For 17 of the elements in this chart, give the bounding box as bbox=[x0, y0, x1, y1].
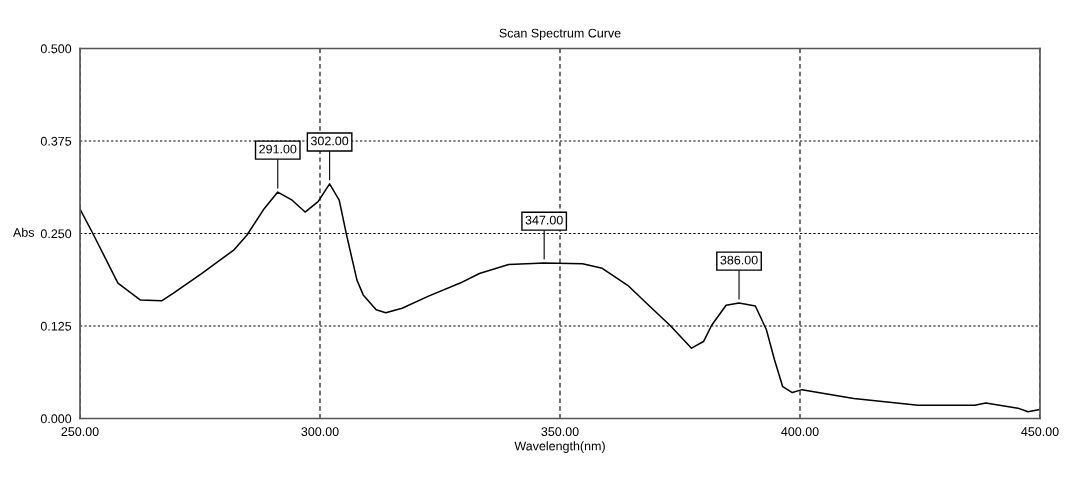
annotation: 291.00 bbox=[259, 144, 297, 154]
chart-title: Scan Spectrum Curve bbox=[499, 28, 621, 40]
y-tick-label: 0.000 bbox=[40, 414, 72, 424]
annotation: 302.00 bbox=[310, 136, 349, 146]
x-tick-label: 400.00 bbox=[781, 427, 819, 437]
y-tick-label: 0.375 bbox=[40, 136, 72, 146]
x-tick-label: 350.00 bbox=[541, 427, 579, 437]
y-axis-title: Abs bbox=[12, 227, 35, 237]
x-tick-label: 300.00 bbox=[301, 427, 339, 437]
y-tick-label: 0.500 bbox=[40, 44, 72, 54]
annotation: 347.00 bbox=[525, 215, 563, 225]
annotation: 386.00 bbox=[720, 255, 758, 265]
y-tick-label: 0.250 bbox=[40, 229, 72, 239]
x-tick-label: 450.00 bbox=[1021, 427, 1059, 437]
x-tick-label: 250.00 bbox=[61, 427, 99, 437]
x-axis-title: Wavelength(nm) bbox=[514, 441, 605, 453]
y-tick-label: 0.125 bbox=[40, 321, 72, 331]
